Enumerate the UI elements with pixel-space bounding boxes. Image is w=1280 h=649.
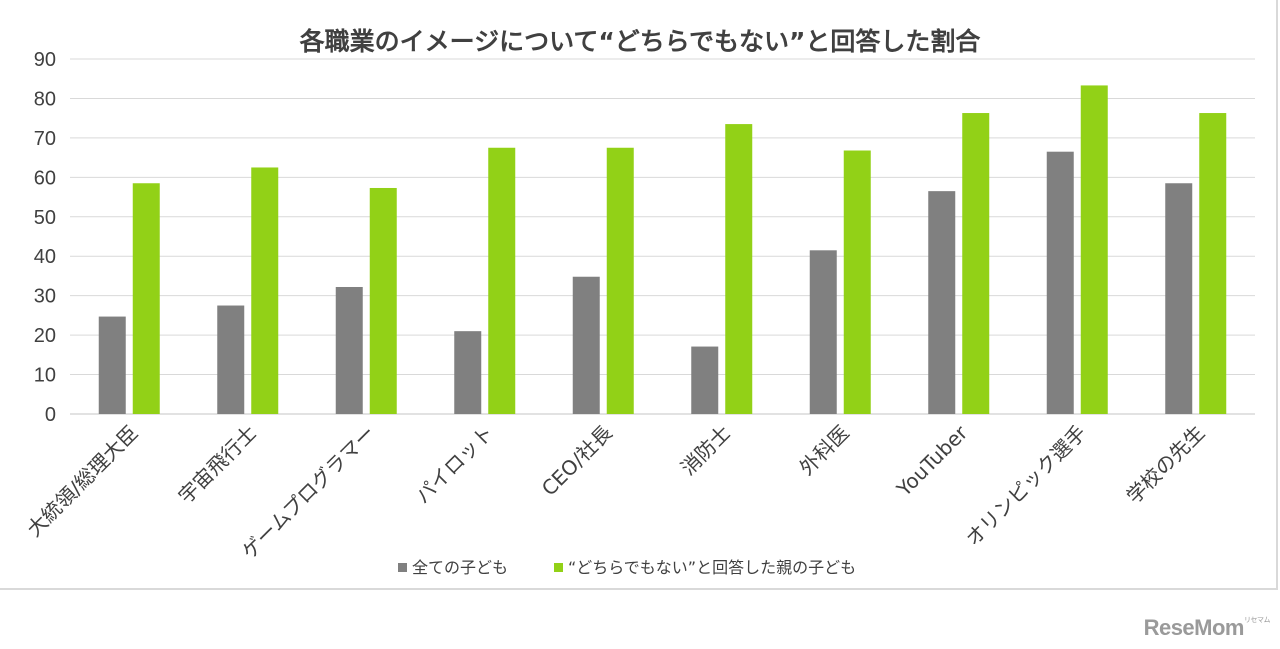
x-category-label: YouTuber bbox=[891, 420, 973, 502]
x-category-label: オリンピック選手 bbox=[961, 421, 1091, 551]
bar-neutral-parents-children bbox=[962, 113, 990, 415]
y-tick-label: 80 bbox=[34, 88, 56, 110]
logo-text: ReseMom bbox=[1143, 615, 1245, 640]
bar-neutral-parents-children bbox=[606, 147, 634, 414]
resemom-logo: ReseMomリセマム bbox=[1143, 615, 1271, 641]
bar-all-children bbox=[1165, 183, 1193, 414]
chart-frame bbox=[0, 0, 1278, 590]
bar-all-children bbox=[98, 316, 126, 414]
bar-neutral-parents-children bbox=[488, 147, 516, 414]
bar-all-children bbox=[335, 286, 363, 414]
chart-title: 各職業のイメージについて“どちらでもない”と回答した割合 bbox=[299, 27, 982, 56]
bar-neutral-parents-children bbox=[369, 187, 397, 414]
bar-all-children bbox=[572, 276, 600, 414]
y-tick-label: 90 bbox=[34, 49, 56, 71]
bar-neutral-parents-children bbox=[132, 183, 160, 414]
bar-all-children bbox=[691, 346, 719, 414]
legend: 全ての子ども “どちらでもない”と回答した親の子ども bbox=[398, 558, 856, 577]
y-tick-label: 30 bbox=[34, 286, 56, 308]
x-category-label: 大統領/総理大臣 bbox=[22, 421, 143, 542]
y-tick-label: 10 bbox=[34, 365, 56, 387]
y-tick-label: 60 bbox=[34, 167, 56, 189]
bar-all-children bbox=[928, 191, 956, 414]
bar-neutral-parents-children bbox=[1199, 113, 1227, 415]
y-tick-label: 40 bbox=[34, 246, 56, 268]
x-category-label: ゲームプログラマー bbox=[237, 421, 380, 564]
y-tick-label: 20 bbox=[34, 325, 56, 347]
gridlines bbox=[70, 58, 1255, 415]
bar-all-children bbox=[217, 305, 245, 414]
logo-small-text: リセマム bbox=[1244, 617, 1271, 624]
legend-label-neutral-parents-children: “どちらでもない”と回答した親の子ども bbox=[568, 558, 856, 577]
x-category-label: 外科医 bbox=[794, 421, 853, 480]
x-category-label: 学校の先生 bbox=[1122, 421, 1210, 509]
bars bbox=[98, 85, 1227, 415]
y-tick-label: 70 bbox=[34, 128, 56, 150]
bar-neutral-parents-children bbox=[843, 150, 871, 414]
y-tick-label: 0 bbox=[45, 404, 56, 426]
x-category-label: CEO/社長 bbox=[537, 421, 617, 501]
x-category-label: パイロット bbox=[411, 421, 499, 509]
legend-swatch-neutral-parents-children bbox=[554, 563, 563, 572]
x-category-label: 消防士 bbox=[676, 421, 735, 480]
y-axis-ticks: 0 10 20 30 40 50 60 70 80 90 bbox=[34, 49, 56, 426]
bar-neutral-parents-children bbox=[251, 167, 279, 414]
bar-all-children bbox=[1046, 151, 1074, 414]
y-tick-label: 50 bbox=[34, 207, 56, 229]
bar-neutral-parents-children bbox=[725, 124, 753, 414]
legend-swatch-all-children bbox=[398, 563, 407, 572]
legend-label-all-children: 全ての子ども bbox=[412, 558, 508, 577]
bar-neutral-parents-children bbox=[1080, 85, 1108, 414]
bar-all-children bbox=[454, 331, 482, 414]
x-category-label: 宇宙飛行士 bbox=[174, 421, 262, 509]
bar-all-children bbox=[809, 250, 837, 414]
